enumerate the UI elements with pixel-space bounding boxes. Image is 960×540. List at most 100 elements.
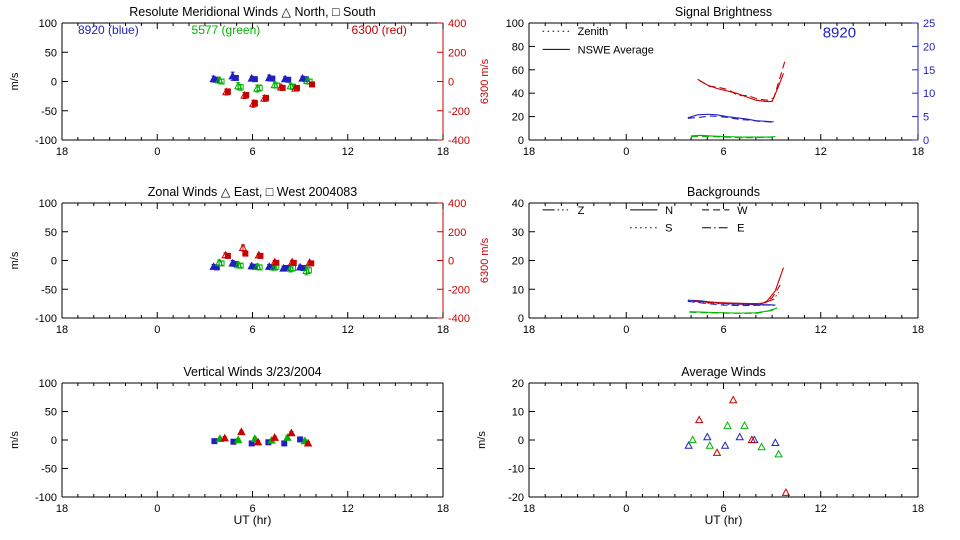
y-tick-label: -50 (41, 106, 57, 118)
annotation: 6300 (red) (352, 23, 407, 37)
x-tick-label: 12 (815, 503, 827, 515)
legend-label: W (737, 205, 748, 217)
right-axis-label: 6300 m/s (479, 237, 491, 283)
x-tick-label: 0 (623, 324, 629, 336)
triangle-marker (253, 437, 263, 446)
square-marker (232, 74, 239, 81)
y-tick-label: 0 (518, 135, 524, 147)
right-tick-label: 0 (923, 135, 929, 147)
x-tick-label: 18 (437, 146, 449, 158)
y-tick-label: -100 (35, 135, 57, 147)
triangle-marker (269, 262, 279, 271)
panel-title: Zonal Winds △ East, □ West 2004083 (148, 185, 357, 199)
right-tick-label: 200 (448, 227, 466, 239)
square-marker (243, 91, 250, 98)
y-tick-label: 100 (506, 18, 524, 30)
x-tick-label: 12 (815, 146, 827, 158)
triangle-marker (694, 415, 704, 424)
square-marker (273, 259, 280, 266)
y-tick-label: 0 (51, 77, 57, 89)
right-tick-label: -200 (448, 106, 470, 118)
triangle-marker (303, 438, 313, 447)
triangle-marker (705, 441, 714, 449)
square-marker (309, 81, 316, 88)
right-tick-label: 0 (448, 256, 454, 268)
y-axis-label: m/s (9, 431, 21, 449)
right-tick-label: 10 (923, 88, 935, 100)
x-tick-label: 18 (523, 146, 535, 158)
series-6300-n (694, 267, 784, 305)
square-marker (251, 100, 258, 107)
y-tick-label: 0 (51, 256, 57, 268)
y-tick-label: 60 (512, 65, 524, 77)
y-axis-label: m/s (9, 72, 21, 90)
square-marker (293, 84, 300, 91)
triangle-marker (287, 428, 296, 437)
panel-zonal: 18 0 6 12 18 100 50 0 -50 -100 400 200 0 -200 -400 6300… (9, 185, 491, 336)
panel-title: Average Winds (681, 365, 766, 379)
y-tick-label: 0 (51, 435, 57, 447)
x-tick-label: 0 (154, 503, 160, 515)
triangle-marker (286, 263, 295, 272)
y-tick-label: -20 (508, 492, 524, 504)
right-tick-label: 15 (923, 65, 935, 77)
square-marker (269, 75, 276, 82)
y-tick-label: 40 (512, 88, 524, 100)
right-tick-label: -400 (448, 135, 470, 147)
triangle-marker (703, 432, 712, 441)
panel-title: Backgrounds (687, 185, 760, 199)
legend-label: E (737, 223, 744, 235)
y-tick-label: 80 (512, 41, 524, 53)
x-tick-label: 6 (249, 324, 255, 336)
square-marker (218, 260, 225, 267)
series-8920-nswe (687, 113, 774, 123)
y-tick-label: 50 (45, 227, 57, 239)
triangle-marker (220, 433, 229, 442)
x-tick-label: 18 (56, 503, 68, 515)
triangle-marker (774, 449, 783, 458)
square-marker (281, 440, 288, 447)
y-tick-label: -50 (41, 464, 57, 476)
x-tick-label: 6 (249, 503, 255, 515)
square-marker (279, 84, 286, 91)
triangle-marker (771, 438, 780, 446)
right-tick-label: 20 (923, 41, 935, 53)
x-tick-label: 18 (523, 324, 535, 336)
square-marker (242, 250, 249, 257)
square-marker (256, 264, 263, 271)
triangle-marker (728, 395, 738, 404)
triangle-marker (684, 441, 693, 449)
series-5577-w (689, 308, 778, 314)
x-tick-label: 0 (623, 503, 629, 515)
square-marker (297, 436, 304, 443)
legend-label: Zenith (578, 26, 609, 38)
legend-label: Z (578, 205, 585, 217)
y-tick-label: -10 (508, 464, 524, 476)
square-marker (308, 260, 315, 267)
triangle-marker (747, 435, 757, 444)
panel-average: 18 0 6 12 18 20 10 0 -10 -20 Average Winds m/s UT (h… (476, 365, 924, 527)
x-tick-label: 12 (342, 324, 354, 336)
right-tick-label: -400 (448, 313, 470, 325)
panel-title: Resolute Meridional Winds △ North, □ Sou… (129, 5, 375, 19)
y-tick-label: 50 (45, 407, 57, 419)
panel-title: Signal Brightness (675, 5, 772, 19)
annotation: 8920 (823, 25, 856, 42)
x-tick-label: 18 (56, 324, 68, 336)
panel-title: Vertical Winds 3/23/2004 (183, 365, 321, 379)
x-tick-label: 12 (815, 324, 827, 336)
y-axis-label: m/s (476, 431, 488, 449)
x-tick-label: 0 (154, 146, 160, 158)
panel-meridional: 18 0 6 12 18 100 50 0 -50 -100 400 200 0 -200 -400 6300… (9, 5, 491, 158)
triangle-marker (712, 448, 722, 456)
square-marker (305, 267, 312, 274)
y-tick-label: 0 (518, 313, 524, 325)
triangle-marker (270, 433, 279, 441)
right-tick-label: 25 (923, 18, 935, 30)
right-tick-label: -200 (448, 284, 470, 296)
y-axis-label: m/s (9, 251, 21, 269)
x-tick-label: 18 (912, 503, 924, 515)
